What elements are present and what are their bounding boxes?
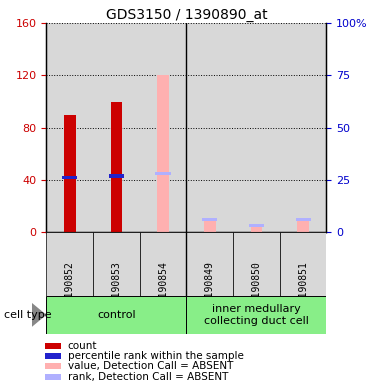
Bar xyxy=(202,218,217,221)
Text: GSM190852: GSM190852 xyxy=(65,261,75,314)
FancyBboxPatch shape xyxy=(187,296,326,334)
Bar xyxy=(45,374,60,380)
FancyBboxPatch shape xyxy=(46,296,187,334)
Bar xyxy=(157,75,169,232)
Text: control: control xyxy=(97,310,136,320)
Bar xyxy=(204,219,216,232)
Text: cell type: cell type xyxy=(4,310,51,320)
Bar xyxy=(45,343,60,349)
Text: GSM190853: GSM190853 xyxy=(111,261,121,314)
Bar xyxy=(45,364,60,369)
Bar xyxy=(62,176,77,179)
Text: inner medullary
collecting duct cell: inner medullary collecting duct cell xyxy=(204,304,309,326)
Text: value, Detection Call = ABSENT: value, Detection Call = ABSENT xyxy=(68,361,233,371)
FancyBboxPatch shape xyxy=(233,232,280,296)
Text: GSM190849: GSM190849 xyxy=(205,261,215,314)
Bar xyxy=(251,227,262,232)
Bar xyxy=(297,219,309,232)
Bar xyxy=(45,353,60,359)
FancyBboxPatch shape xyxy=(187,232,233,296)
FancyBboxPatch shape xyxy=(46,232,93,296)
Text: GSM190854: GSM190854 xyxy=(158,261,168,314)
Polygon shape xyxy=(32,303,46,327)
Text: GSM190851: GSM190851 xyxy=(298,261,308,314)
Text: rank, Detection Call = ABSENT: rank, Detection Call = ABSENT xyxy=(68,372,228,382)
FancyBboxPatch shape xyxy=(140,232,187,296)
Text: GSM190850: GSM190850 xyxy=(252,261,262,314)
Bar xyxy=(249,224,264,227)
Title: GDS3150 / 1390890_at: GDS3150 / 1390890_at xyxy=(106,8,267,22)
FancyBboxPatch shape xyxy=(93,232,140,296)
Bar xyxy=(111,101,122,232)
Bar xyxy=(296,218,311,221)
Bar xyxy=(109,174,124,178)
Bar xyxy=(64,114,76,232)
FancyBboxPatch shape xyxy=(280,232,326,296)
Text: count: count xyxy=(68,341,97,351)
Bar xyxy=(155,172,171,175)
Text: percentile rank within the sample: percentile rank within the sample xyxy=(68,351,244,361)
